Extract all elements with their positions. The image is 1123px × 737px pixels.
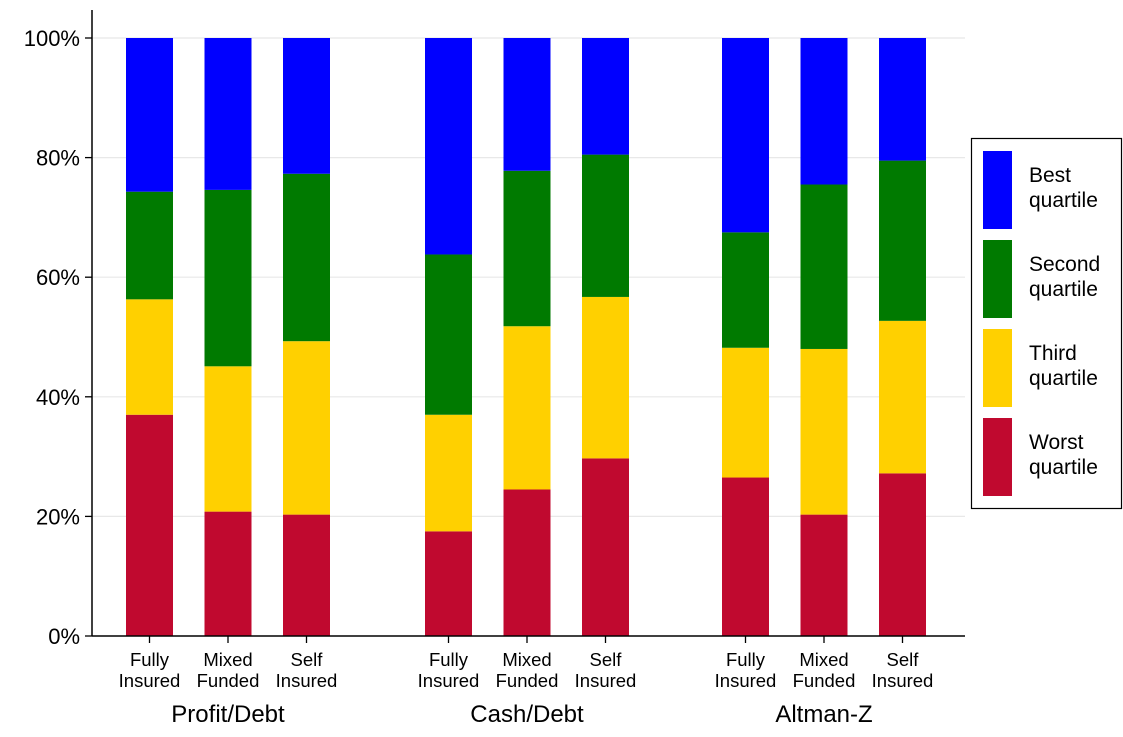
bar-segment-second-quartile	[879, 160, 926, 321]
legend-label: Worst	[1029, 431, 1084, 454]
bar-segment-second-quartile	[204, 189, 252, 367]
bar-segment-second-quartile	[582, 154, 629, 297]
bar-segment-second-quartile	[283, 173, 330, 342]
x-tick-label: Insured	[276, 670, 338, 691]
bar-segment-third-quartile	[879, 320, 926, 474]
legend-swatch	[983, 329, 1012, 407]
bar-segment-best-quartile	[582, 38, 629, 155]
bar-segment-best-quartile	[425, 38, 472, 255]
bar-segment-worst-quartile	[126, 414, 173, 636]
y-tick-label: 40%	[36, 385, 80, 410]
bars	[126, 38, 926, 636]
legend-swatch	[983, 418, 1012, 496]
x-tick-label: Insured	[119, 670, 181, 691]
legend: BestquartileSecondquartileThirdquartileW…	[970, 137, 1123, 510]
bar-segment-third-quartile	[283, 341, 330, 515]
legend-label: quartile	[1029, 278, 1098, 301]
x-tick-label: Insured	[575, 670, 637, 691]
bar-segment-second-quartile	[425, 254, 472, 415]
y-tick-label: 0%	[48, 624, 80, 649]
x-tick-label: Funded	[496, 670, 559, 691]
bar-segment-worst-quartile	[204, 511, 252, 636]
bar-segment-third-quartile	[126, 299, 173, 415]
bar-segment-worst-quartile	[283, 514, 330, 636]
y-tick-label: 100%	[24, 26, 80, 51]
bar-segment-second-quartile	[800, 184, 848, 349]
x-tick-label: Self	[291, 649, 324, 670]
y-tick-label: 60%	[36, 265, 80, 290]
bar-segment-third-quartile	[582, 296, 629, 459]
x-tick-label: Mixed	[799, 649, 848, 670]
x-tick-label: Fully	[429, 649, 469, 670]
bar-segment-worst-quartile	[503, 489, 551, 636]
bar-segment-second-quartile	[722, 232, 769, 348]
bar-segment-best-quartile	[126, 38, 173, 192]
x-tick-label: Mixed	[203, 649, 252, 670]
bar-segment-third-quartile	[503, 326, 551, 490]
bar-segment-best-quartile	[283, 38, 330, 174]
bar-segment-best-quartile	[503, 38, 551, 171]
bar-segment-worst-quartile	[582, 458, 629, 636]
bar-segment-best-quartile	[800, 38, 848, 185]
x-tick-label: Funded	[793, 670, 856, 691]
y-tick-label: 80%	[36, 146, 80, 171]
bar-segment-third-quartile	[800, 348, 848, 515]
bar-segment-third-quartile	[722, 347, 769, 478]
bar-segment-worst-quartile	[800, 514, 848, 636]
group-label: Altman-Z	[775, 701, 872, 728]
bar-segment-third-quartile	[204, 366, 252, 512]
legend-swatch	[983, 240, 1012, 318]
legend-swatch	[983, 151, 1012, 229]
bar-segment-second-quartile	[503, 170, 551, 327]
x-tick-label: Self	[590, 649, 623, 670]
bar-segment-best-quartile	[204, 38, 252, 190]
x-tick-label: Insured	[715, 670, 777, 691]
x-tick-label: Fully	[726, 649, 766, 670]
x-tick-label: Insured	[872, 670, 934, 691]
group-label: Cash/Debt	[470, 701, 584, 728]
legend-label: quartile	[1029, 456, 1098, 479]
axis-labels: 0%20%40%60%80%100%FullyInsuredMixedFunde…	[24, 26, 934, 728]
bar-segment-worst-quartile	[722, 477, 769, 636]
x-tick-label: Insured	[418, 670, 480, 691]
x-tick-label: Mixed	[502, 649, 551, 670]
bar-segment-third-quartile	[425, 414, 472, 532]
legend-label: Second	[1029, 253, 1100, 276]
bar-segment-best-quartile	[722, 38, 769, 233]
x-tick-label: Self	[887, 649, 920, 670]
bar-segment-best-quartile	[879, 38, 926, 161]
group-label: Profit/Debt	[171, 701, 285, 728]
bar-segment-worst-quartile	[879, 473, 926, 636]
legend-label: quartile	[1029, 189, 1098, 212]
legend-label: Best	[1029, 164, 1071, 187]
x-tick-label: Fully	[130, 649, 170, 670]
axes	[85, 10, 965, 643]
legend-label: quartile	[1029, 367, 1098, 390]
x-tick-label: Funded	[197, 670, 260, 691]
bar-segment-second-quartile	[126, 191, 173, 300]
y-tick-label: 20%	[36, 504, 80, 529]
bar-segment-worst-quartile	[425, 531, 472, 636]
legend-label: Third	[1029, 342, 1077, 365]
